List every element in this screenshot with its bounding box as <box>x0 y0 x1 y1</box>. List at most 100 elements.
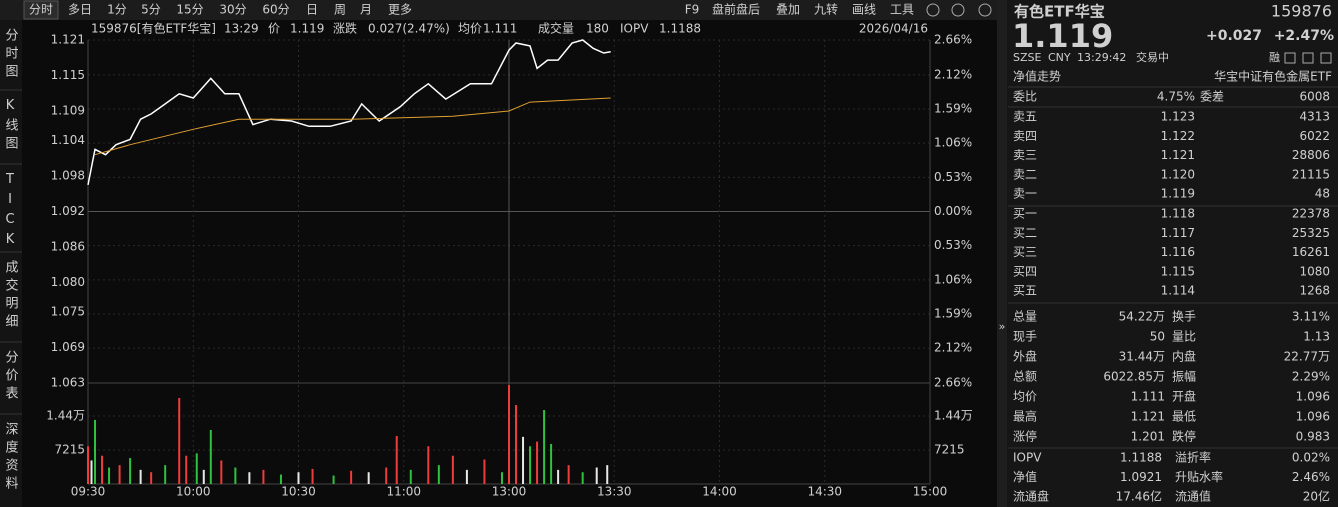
volume-bar <box>427 446 430 484</box>
index-name: 华宝中证有色金属ETF <box>1214 69 1332 84</box>
quote-cell: 内盘 <box>1172 349 1196 364</box>
toolbar-tab[interactable]: 1分 <box>107 3 127 17</box>
trade-status: 交易中 <box>1136 50 1169 64</box>
volume-bar <box>209 429 212 484</box>
toolbar-tool[interactable]: F9 <box>685 3 700 17</box>
toolbar-icon[interactable] <box>951 3 965 17</box>
toolbar-tab[interactable]: 多日 <box>68 3 92 17</box>
toolbar-tab[interactable]: 分时 <box>29 3 53 17</box>
nav-tab[interactable]: 净值走势 <box>1013 69 1061 84</box>
volume-bar <box>311 468 314 484</box>
toolbar-tab[interactable]: 15分 <box>176 3 203 17</box>
y2-tick-label: 1.59% <box>934 307 972 321</box>
toolbar-icon[interactable] <box>926 3 940 17</box>
volume-bar <box>139 469 142 484</box>
chart-header-symbol: 159876[有色ETF华宝] <box>91 22 216 36</box>
quote-cell: 1.201 <box>1131 430 1165 444</box>
volume-bar <box>202 469 205 484</box>
volume-bar <box>279 474 282 484</box>
currency: CNY <box>1048 51 1071 64</box>
volume-bar <box>87 446 89 484</box>
quote-cell: 买三 <box>1013 245 1037 259</box>
y2-tick-label: 0.53% <box>934 238 972 252</box>
exchange: SZSE <box>1013 51 1042 64</box>
volume-bar <box>178 397 181 484</box>
quote-cell: 4.75% <box>1157 90 1195 104</box>
quote-icon[interactable] <box>1320 52 1332 64</box>
tab-selected <box>23 0 59 20</box>
toolbar-tool[interactable]: 九转 <box>814 2 838 17</box>
quote-cell: IOPV <box>1013 451 1042 465</box>
toolbar-icon[interactable] <box>978 3 992 17</box>
y-tick-label: 1.104 <box>51 133 85 147</box>
quote-cell: 开盘 <box>1172 389 1196 404</box>
toolbar-tool[interactable]: 叠加 <box>776 3 800 17</box>
toolbar-tab[interactable]: 60分 <box>262 3 289 17</box>
toolbar-tab[interactable]: 日 <box>306 3 318 17</box>
y-tick-label: 1.121 <box>51 33 85 47</box>
volume-bar <box>108 467 111 484</box>
volume-bar <box>118 465 121 484</box>
price-line <box>94 97 611 156</box>
toolbar-tab[interactable]: 5分 <box>141 3 161 17</box>
quote-cell: 1.115 <box>1161 264 1195 278</box>
volume-bar <box>465 469 468 484</box>
price-line <box>87 39 611 186</box>
toolbar-tab[interactable]: 30分 <box>219 3 246 17</box>
quote-cell: 跌停 <box>1172 429 1196 444</box>
volume-bar <box>164 465 167 484</box>
quote-cell: 0.02% <box>1292 451 1330 465</box>
toolbar-tab[interactable]: 月 <box>360 3 372 17</box>
quote-cell: 1.096 <box>1296 390 1330 404</box>
chart-header-price-label: 价 <box>268 22 280 36</box>
quote-cell: 1.117 <box>1161 226 1195 240</box>
quote-cell: 1080 <box>1299 264 1330 278</box>
quote-cell: 28806 <box>1292 148 1330 162</box>
quote-cell: 2.46% <box>1292 470 1330 484</box>
y-tick-label: 1.075 <box>51 305 85 319</box>
quote-cell: 1.114 <box>1161 284 1195 298</box>
y2-tick-label: 1.06% <box>934 272 972 286</box>
price-change: +0.027 <box>1206 28 1262 44</box>
volume-bar <box>543 410 546 484</box>
volume-bar <box>522 436 525 484</box>
volume-bar <box>129 458 132 484</box>
volume-bar <box>557 469 560 484</box>
side-tab[interactable]: TICK <box>3 172 18 252</box>
toolbar-tool[interactable]: 工具 <box>890 3 914 17</box>
quote-time: 13:29:42 <box>1077 51 1126 64</box>
side-tab[interactable]: K线图 <box>3 98 19 154</box>
quote-cell: 均价 <box>1013 390 1037 404</box>
toolbar-tool[interactable]: 盘前盘后 <box>712 2 760 17</box>
x-tick-label: 14:30 <box>807 485 842 499</box>
quote-cell: 买二 <box>1013 226 1037 240</box>
quote-icon[interactable] <box>1302 52 1314 64</box>
volume-bar <box>437 465 440 484</box>
volume-bar <box>150 472 153 484</box>
quote-cell: 总量 <box>1013 310 1037 324</box>
toolbar-tab[interactable]: 周 <box>334 3 346 17</box>
volume-bar <box>395 435 398 484</box>
quote-cell: 溢折率 <box>1175 450 1211 465</box>
volume-tick-label: 7215 <box>54 442 85 456</box>
quote-cell: 升贴水率 <box>1175 469 1223 484</box>
side-tab[interactable]: 深度资料 <box>3 422 19 494</box>
splitter[interactable] <box>997 0 1007 507</box>
quote-cell: 总额 <box>1013 370 1037 384</box>
quote-cell: 16261 <box>1292 245 1330 259</box>
side-tab[interactable]: 分价表 <box>3 350 19 404</box>
quote-cell: 最高 <box>1013 409 1037 424</box>
side-tab[interactable]: 成交明细 <box>3 260 19 332</box>
volume-bar <box>220 460 223 484</box>
toolbar-tool[interactable]: 画线 <box>852 3 876 17</box>
quote-icon[interactable] <box>1284 52 1296 64</box>
side-tab[interactable]: 分时图 <box>3 28 19 82</box>
toolbar-tab[interactable]: 更多 <box>388 3 412 17</box>
expand-icon[interactable]: » <box>999 320 1006 333</box>
volume-bar <box>483 459 486 484</box>
x-tick-label: 09:30 <box>71 485 106 499</box>
x-tick-label: 14:00 <box>702 485 737 499</box>
volume-tick-label: 1.44万 <box>46 408 85 422</box>
quote-cell: 涨停 <box>1013 429 1037 444</box>
quote-cell: 买四 <box>1013 264 1037 278</box>
